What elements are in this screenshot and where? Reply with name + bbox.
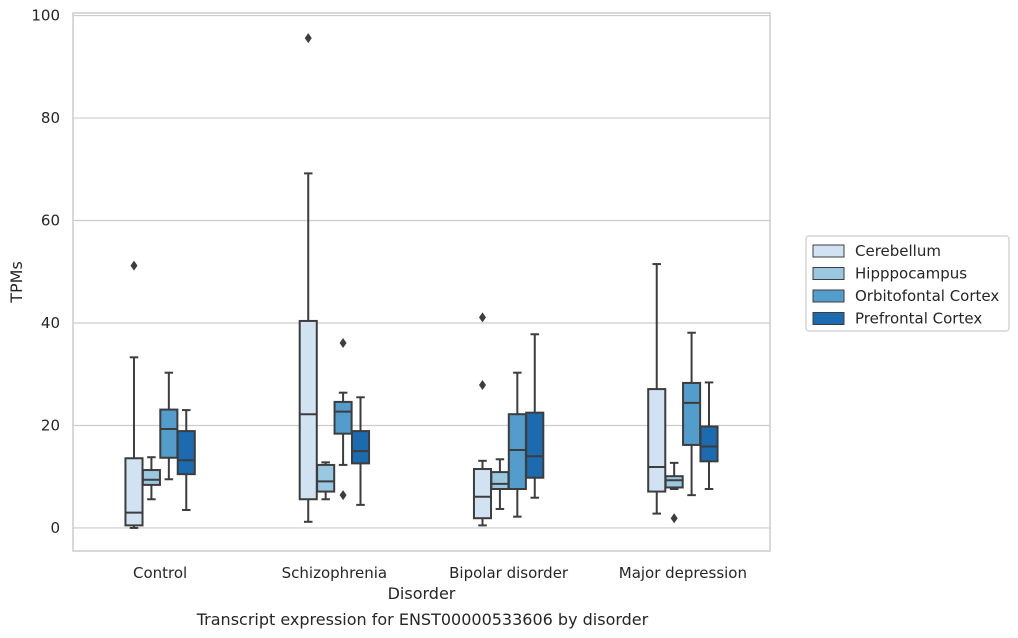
x-tick-label: Schizophrenia	[282, 564, 387, 582]
outlier-point	[478, 312, 486, 323]
box	[333, 400, 353, 435]
box	[664, 475, 684, 489]
legend-label: Prefrontal Cortex	[855, 310, 982, 328]
outlier-point	[304, 33, 312, 44]
x-axis-label: Disorder	[388, 584, 456, 603]
legend-label: Orbitofontal Cortex	[855, 287, 999, 305]
box	[472, 468, 493, 520]
outlier-point	[130, 260, 138, 271]
outlier-point	[339, 337, 347, 348]
box	[159, 408, 179, 459]
box	[124, 457, 144, 527]
box	[682, 381, 702, 446]
legend-label: Cerebellum	[855, 242, 941, 260]
legend-swatch	[812, 267, 845, 280]
y-tick-label: 0	[50, 519, 60, 537]
legend-swatch	[812, 244, 845, 258]
legend-box	[805, 235, 1010, 332]
outlier-point	[670, 513, 678, 524]
box	[316, 463, 336, 493]
x-tick-label: Major depression	[619, 564, 747, 582]
box	[507, 413, 527, 491]
y-tick-label: 20	[41, 416, 60, 434]
y-tick-label: 80	[41, 109, 60, 127]
x-tick-label: Bipolar disorder	[449, 564, 569, 582]
box	[350, 430, 371, 465]
y-axis-label: TPMs	[7, 261, 26, 304]
legend-swatch	[812, 289, 845, 303]
box	[490, 471, 510, 491]
outlier-point	[478, 379, 486, 390]
box	[647, 388, 667, 493]
legend-swatch	[812, 312, 845, 325]
box	[699, 425, 719, 463]
box	[525, 411, 545, 479]
box	[298, 319, 318, 501]
legend-label: Hipppocampus	[855, 265, 967, 283]
outlier-point	[339, 490, 347, 501]
y-tick-label: 40	[41, 314, 60, 332]
box	[141, 469, 161, 486]
y-tick-label: 100	[31, 7, 60, 25]
chart-caption: Transcript expression for ENST0000053360…	[196, 610, 649, 629]
y-tick-label: 60	[41, 212, 60, 230]
x-tick-label: Control	[133, 564, 187, 582]
box	[176, 430, 196, 476]
